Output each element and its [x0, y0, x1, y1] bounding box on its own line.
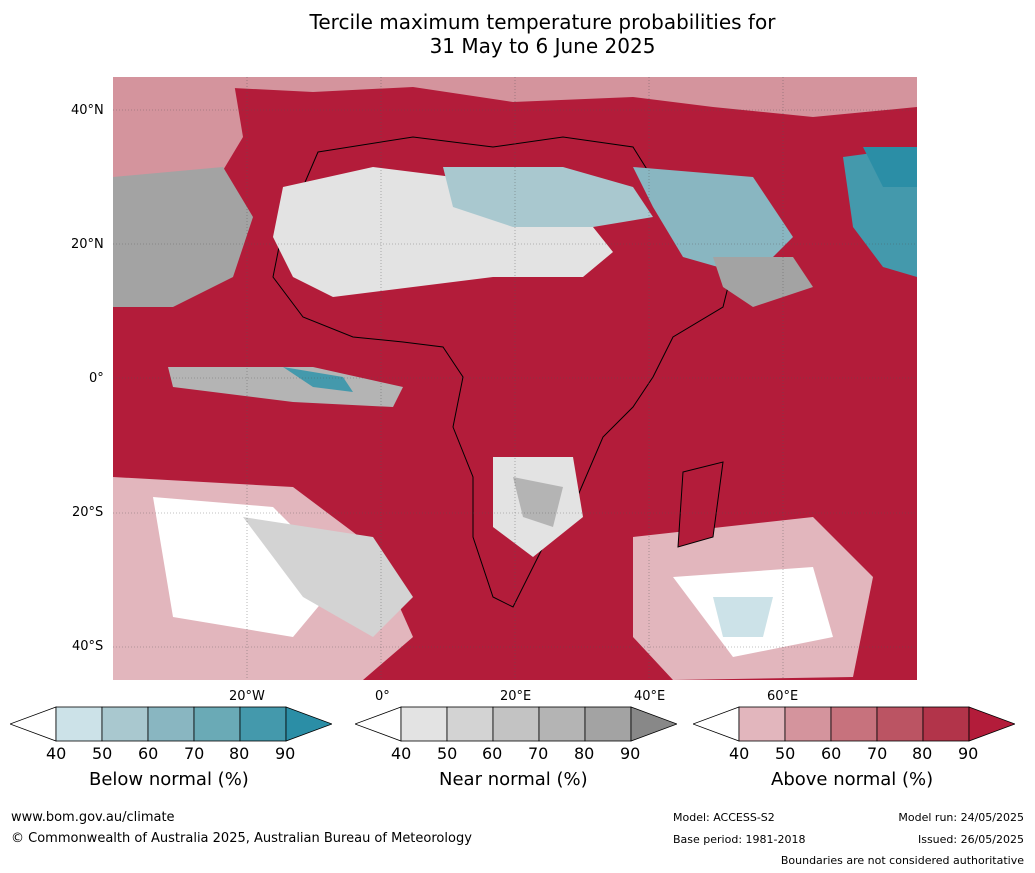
- lat-label-20s: 20°S: [72, 505, 104, 520]
- footer-base-period: Base period: 1981-2018: [673, 833, 806, 846]
- legend-below-title: Below normal (%): [89, 769, 249, 790]
- legend-color-box: [446, 706, 494, 742]
- footer-copyright: © Commonwealth of Australia 2025, Austra…: [11, 831, 472, 846]
- atlantic-grey-patch: [113, 167, 253, 307]
- legend-near-normal: [355, 706, 677, 742]
- legend-above-normal: [693, 706, 1015, 742]
- legend-near-tick: 80: [574, 744, 595, 763]
- north-africa-below-normal: [443, 167, 653, 227]
- footer-model-run: Model run: 24/05/2025: [898, 811, 1024, 824]
- legend-max-triangle: [968, 706, 1015, 742]
- legend-below-normal: [10, 706, 332, 742]
- legend-below-tick: 80: [229, 744, 250, 763]
- legend-color-box: [738, 706, 786, 742]
- legend-color-box: [193, 706, 241, 742]
- probability-map: [113, 77, 917, 680]
- asia-strong-below: [863, 147, 917, 187]
- legend-near-tick: 40: [391, 744, 412, 763]
- footer-model: Model: ACCESS-S2: [673, 811, 775, 824]
- graticule: [113, 77, 917, 680]
- legend-color-box: [584, 706, 632, 742]
- arabia-below-normal: [633, 167, 793, 277]
- lon-label-0: 0°: [375, 689, 390, 704]
- lon-label-20w: 20°W: [229, 689, 265, 704]
- legend-color-box: [239, 706, 287, 742]
- lat-label-equator: 0°: [89, 371, 104, 386]
- legend-color-box: [784, 706, 832, 742]
- legend-color-box: [538, 706, 586, 742]
- lat-label-20n: 20°N: [71, 237, 104, 252]
- footer-website: www.bom.gov.au/climate: [11, 810, 175, 825]
- legend-near-tick: 60: [482, 744, 503, 763]
- title-line-2: 31 May to 6 June 2025: [429, 34, 656, 58]
- legend-above-title: Above normal (%): [771, 769, 934, 790]
- equatorial-grey-band: [168, 367, 403, 407]
- legend-below-tick: 50: [92, 744, 113, 763]
- lat-label-40s: 40°S: [72, 639, 104, 654]
- legend-max-triangle: [285, 706, 332, 742]
- arabian-sea-grey: [713, 257, 813, 307]
- legend-color-box: [147, 706, 195, 742]
- legend-above-tick: 60: [821, 744, 842, 763]
- legend-above-tick: 90: [958, 744, 979, 763]
- title-line-1: Tercile maximum temperature probabilitie…: [309, 10, 776, 34]
- footer-disclaimer: Boundaries are not considered authoritat…: [780, 854, 1024, 867]
- lat-label-40n: 40°N: [71, 103, 104, 118]
- legend-near-tick: 70: [528, 744, 549, 763]
- legend-above-tick: 80: [912, 744, 933, 763]
- legend-color-box: [55, 706, 103, 742]
- madagascar: [677, 461, 724, 548]
- legend-color-box: [876, 706, 924, 742]
- indian-ocean-blue: [713, 597, 773, 637]
- south-atlantic-grey: [243, 517, 413, 637]
- legend-color-box: [492, 706, 540, 742]
- legend-min-triangle: [355, 706, 402, 742]
- legend-below-tick: 60: [138, 744, 159, 763]
- legend-near-title: Near normal (%): [439, 769, 588, 790]
- legend-color-box: [830, 706, 878, 742]
- legend-above-tick: 50: [775, 744, 796, 763]
- chart-title: Tercile maximum temperature probabilitie…: [0, 10, 1035, 58]
- legend-below-tick: 90: [275, 744, 296, 763]
- map-canvas: [113, 77, 917, 680]
- legend-above-tick: 70: [867, 744, 888, 763]
- equatorial-teal-patch: [283, 367, 353, 392]
- legend-below-tick: 40: [46, 744, 67, 763]
- legend-color-box: [101, 706, 149, 742]
- legend-near-tick: 50: [437, 744, 458, 763]
- footer-issued: Issued: 26/05/2025: [917, 833, 1024, 846]
- legend-min-triangle: [693, 706, 740, 742]
- legend-above-tick: 40: [729, 744, 750, 763]
- legend-max-triangle: [630, 706, 677, 742]
- lon-label-60e: 60°E: [767, 689, 799, 704]
- legend-color-box: [922, 706, 970, 742]
- europe-band: [113, 77, 917, 117]
- southern-africa-grey: [513, 477, 563, 527]
- legend-below-tick: 70: [184, 744, 205, 763]
- legend-color-box: [400, 706, 448, 742]
- lon-label-20e: 20°E: [500, 689, 532, 704]
- legend-min-triangle: [10, 706, 57, 742]
- lon-label-40e: 40°E: [634, 689, 666, 704]
- legend-near-tick: 90: [620, 744, 641, 763]
